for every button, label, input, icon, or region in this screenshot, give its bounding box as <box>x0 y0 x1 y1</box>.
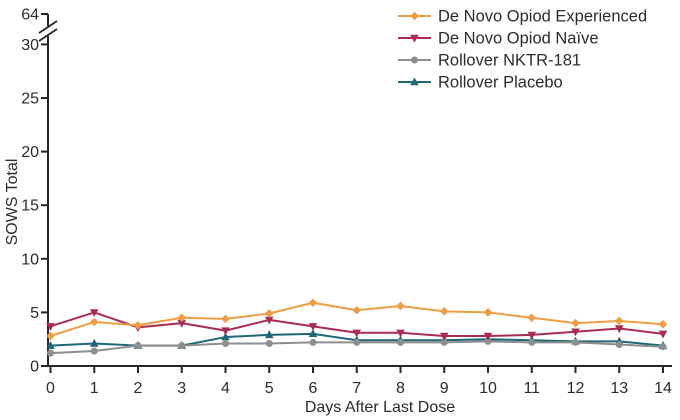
series-marker-rollover-nktr-181 <box>572 338 579 346</box>
series-marker-de-novo-opiod-na-ve <box>352 329 362 338</box>
x-tick-label: 5 <box>265 380 274 397</box>
y-tick-label: 30 <box>21 37 39 54</box>
series-marker-de-novo-opiod-experienced <box>177 313 187 323</box>
legend: De Novo Opiod Experienced De Novo Opiod N… <box>398 8 647 92</box>
series-marker-rollover-placebo <box>264 330 274 339</box>
series-marker-de-novo-opiod-na-ve <box>46 323 55 331</box>
x-tick-label: 9 <box>440 380 449 397</box>
x-tick-label: 4 <box>221 380 230 397</box>
series-marker-de-novo-opiod-experienced <box>396 301 405 311</box>
x-tick-label: 8 <box>396 380 405 397</box>
y-tick-label: 5 <box>30 305 39 322</box>
axis-break-slash-icon <box>38 20 58 34</box>
x-tick-label: 6 <box>309 380 318 397</box>
x-tick-label: 12 <box>567 380 585 397</box>
x-tick-label: 3 <box>177 380 186 397</box>
series-marker-rollover-nktr-181 <box>397 338 404 346</box>
legend-marker-icon <box>411 56 418 64</box>
series-marker-de-novo-opiod-na-ve <box>177 319 187 328</box>
legend-label: Rollover Placebo <box>438 74 563 92</box>
legend-marker-icon <box>410 11 419 21</box>
series-marker-rollover-nktr-181 <box>47 349 54 357</box>
series-marker-de-novo-opiod-experienced <box>439 307 449 316</box>
series-marker-de-novo-opiod-experienced <box>221 314 230 324</box>
y-tick-label: 10 <box>21 251 39 268</box>
series-marker-rollover-nktr-181 <box>615 341 623 349</box>
series-marker-de-novo-opiod-na-ve <box>308 323 318 331</box>
series-marker-rollover-nktr-181 <box>134 342 142 350</box>
legend-label: De Novo Opiod Experienced <box>438 8 647 26</box>
series-marker-rollover-nktr-181 <box>178 342 186 350</box>
x-tick-label: 7 <box>352 380 361 397</box>
x-tick-label: 10 <box>479 380 497 397</box>
y-tick-label: 15 <box>21 198 39 215</box>
series-marker-de-novo-opiod-na-ve <box>483 332 493 341</box>
series-marker-de-novo-opiod-na-ve <box>396 329 405 338</box>
x-tick-label: 2 <box>134 380 143 397</box>
axis-break-slash-icon <box>38 28 58 42</box>
series-marker-de-novo-opiod-experienced <box>264 309 274 318</box>
series-marker-rollover-nktr-181 <box>528 338 536 346</box>
series-marker-de-novo-opiod-na-ve <box>264 316 274 325</box>
legend-item: De Novo Opiod Experienced <box>398 8 647 26</box>
series-marker-rollover-nktr-181 <box>309 338 317 346</box>
series-marker-de-novo-opiod-experienced <box>46 331 55 341</box>
series-marker-de-novo-opiod-na-ve <box>658 330 668 339</box>
series-marker-de-novo-opiod-experienced <box>658 319 668 329</box>
y-tick-label: 0 <box>30 359 39 376</box>
series-marker-rollover-nktr-181 <box>222 339 229 347</box>
series-marker-rollover-placebo <box>89 338 99 347</box>
series-marker-rollover-nktr-181 <box>353 338 361 346</box>
x-tick-label: 1 <box>90 380 99 397</box>
series-marker-de-novo-opiod-experienced <box>527 313 537 323</box>
series-layer <box>46 298 668 357</box>
x-tick-label: 14 <box>654 380 672 397</box>
series-marker-de-novo-opiod-na-ve <box>527 331 537 340</box>
series-marker-de-novo-opiod-na-ve <box>571 328 580 337</box>
series-marker-de-novo-opiod-na-ve <box>614 325 624 334</box>
y-tick-label: 64 <box>21 7 39 24</box>
y-axis-title: SOWS Total <box>4 159 21 246</box>
series-marker-de-novo-opiod-experienced <box>614 316 624 326</box>
legend-label: Rollover NKTR-181 <box>438 52 581 70</box>
series-marker-de-novo-opiod-na-ve <box>221 327 230 336</box>
series-marker-de-novo-opiod-na-ve <box>439 332 449 341</box>
x-tick-label: 11 <box>523 380 540 397</box>
series-marker-de-novo-opiod-experienced <box>133 320 143 330</box>
series-marker-de-novo-opiod-experienced <box>571 318 580 328</box>
series-marker-rollover-nktr-181 <box>484 337 492 345</box>
series-marker-de-novo-opiod-experienced <box>89 317 99 327</box>
series-marker-rollover-placebo <box>221 332 230 341</box>
series-marker-rollover-placebo <box>46 341 55 349</box>
x-tick-label: 13 <box>610 380 628 397</box>
y-tick-label: 25 <box>21 91 39 108</box>
series-marker-rollover-placebo <box>308 329 318 338</box>
series-rollover-nktr-181 <box>47 337 667 357</box>
series-marker-de-novo-opiod-experienced <box>483 308 493 317</box>
series-marker-rollover-nktr-181 <box>440 338 448 346</box>
series-de-novo-opiod-experienced <box>46 298 668 341</box>
y-tick-label: 20 <box>21 144 39 161</box>
series-marker-rollover-nktr-181 <box>90 347 98 355</box>
series-marker-de-novo-opiod-experienced <box>308 298 318 308</box>
legend-item: Rollover NKTR-181 <box>398 52 581 70</box>
legend-marker-icon <box>410 77 419 86</box>
series-marker-rollover-nktr-181 <box>659 343 667 351</box>
x-axis-title: Days After Last Dose <box>305 399 455 416</box>
series-marker-de-novo-opiod-na-ve <box>89 309 99 317</box>
legend-item: Rollover Placebo <box>398 74 563 92</box>
legend-label: De Novo Opiod Naïve <box>438 30 599 48</box>
legend-item: De Novo Opiod Naïve <box>398 30 599 48</box>
x-tick-label: 0 <box>46 380 55 397</box>
series-marker-de-novo-opiod-experienced <box>352 305 362 315</box>
legend-marker-icon <box>410 34 419 43</box>
series-marker-rollover-nktr-181 <box>265 339 273 347</box>
